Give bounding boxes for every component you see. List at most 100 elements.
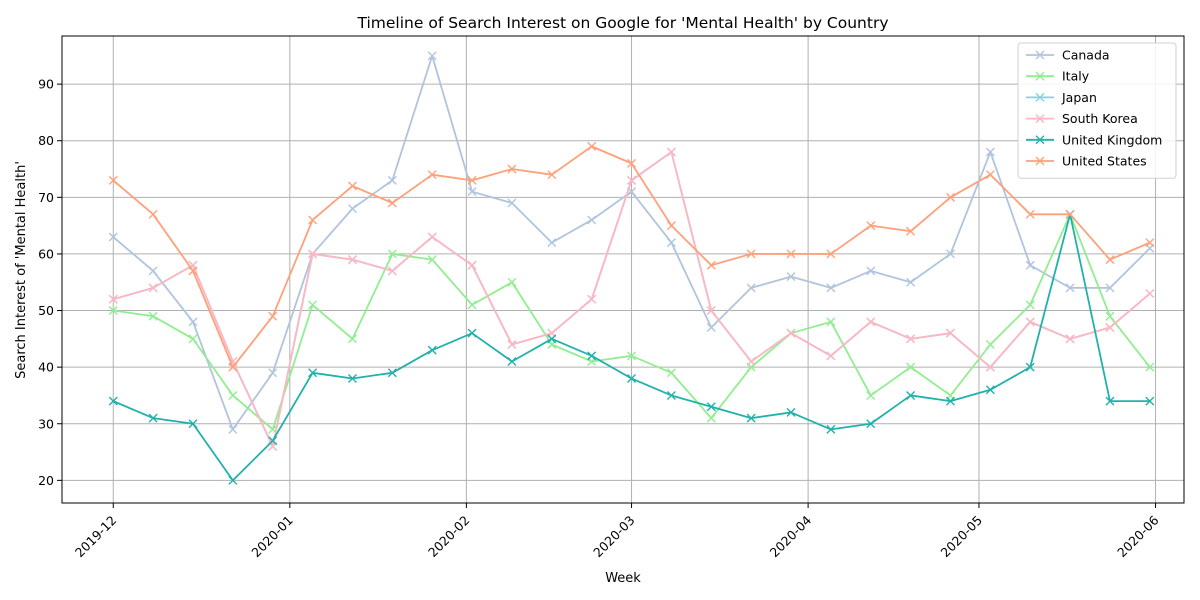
data-point-italy xyxy=(427,255,437,265)
legend-label-italy: Italy xyxy=(1062,69,1090,84)
data-point-united-kingdom xyxy=(1025,362,1035,372)
data-point-united-kingdom xyxy=(308,368,318,378)
x-axis-label: Week xyxy=(605,571,641,586)
data-point-south-korea xyxy=(427,232,437,242)
data-point-united-states xyxy=(786,249,796,259)
data-point-united-states xyxy=(387,198,397,208)
data-point-italy xyxy=(228,390,238,400)
data-point-canada xyxy=(945,249,955,259)
data-point-united-states xyxy=(866,221,876,231)
y-tick-label: 60 xyxy=(38,246,54,261)
data-point-canada xyxy=(228,424,238,434)
data-point-united-states xyxy=(906,226,916,236)
plot-area-frame xyxy=(61,35,1185,504)
y-tick-label: 90 xyxy=(38,77,54,92)
data-point-united-states xyxy=(945,192,955,202)
data-point-united-states xyxy=(268,311,278,321)
data-point-italy xyxy=(1025,300,1035,310)
y-tick-label: 20 xyxy=(38,473,54,488)
legend-item-south-korea: South Korea xyxy=(1026,111,1138,126)
y-axis-label: Search Interest of 'Mental Health' xyxy=(14,161,29,379)
data-point-canada xyxy=(268,368,278,378)
data-point-canada xyxy=(148,266,158,276)
data-point-united-states xyxy=(826,249,836,259)
legend-marker-italy xyxy=(1035,71,1045,81)
data-point-italy xyxy=(308,300,318,310)
data-point-italy xyxy=(826,317,836,327)
y-tick-label: 80 xyxy=(38,133,54,148)
data-point-south-korea xyxy=(906,334,916,344)
legend-label-canada: Canada xyxy=(1062,48,1110,63)
data-point-canada xyxy=(1065,283,1075,293)
data-point-south-korea xyxy=(666,147,676,157)
data-point-united-states xyxy=(1065,209,1075,219)
series-south-korea xyxy=(108,147,1155,451)
legend-marker-united-kingdom xyxy=(1035,135,1045,145)
data-point-italy xyxy=(1105,311,1115,321)
data-point-united-kingdom xyxy=(1145,396,1155,406)
data-point-united-states xyxy=(228,362,238,372)
data-point-united-states xyxy=(547,170,557,180)
y-tick-label: 70 xyxy=(38,190,54,205)
data-point-united-kingdom xyxy=(507,356,517,366)
data-point-united-kingdom xyxy=(706,402,716,412)
data-point-south-korea xyxy=(1025,317,1035,327)
data-point-canada xyxy=(985,147,995,157)
series-layer xyxy=(108,51,1155,485)
data-point-south-korea xyxy=(347,255,357,265)
data-point-canada xyxy=(1105,283,1115,293)
data-point-italy xyxy=(387,249,397,259)
data-point-united-kingdom xyxy=(387,368,397,378)
data-point-italy xyxy=(188,334,198,344)
legend-item-canada: Canada xyxy=(1026,48,1110,63)
data-point-united-states xyxy=(467,175,477,185)
data-point-italy xyxy=(148,311,158,321)
data-point-canada xyxy=(547,238,557,248)
data-point-south-korea xyxy=(507,340,517,349)
data-point-united-states xyxy=(148,209,158,219)
data-point-canada xyxy=(1025,260,1035,270)
data-point-united-kingdom xyxy=(866,419,876,429)
series-united-states xyxy=(108,141,1155,372)
data-point-italy xyxy=(108,306,118,316)
data-point-canada xyxy=(507,198,517,208)
data-point-united-kingdom xyxy=(906,390,916,400)
data-point-canada xyxy=(866,266,876,276)
data-point-united-kingdom xyxy=(268,436,278,446)
data-point-south-korea xyxy=(1145,289,1155,299)
data-point-italy xyxy=(507,277,517,287)
data-point-united-states xyxy=(308,215,318,225)
data-point-united-kingdom xyxy=(467,328,477,338)
data-point-united-kingdom xyxy=(826,424,836,434)
data-point-united-states xyxy=(507,164,517,174)
data-point-south-korea xyxy=(985,362,995,372)
data-point-canada xyxy=(188,317,198,327)
data-point-italy xyxy=(1145,362,1155,372)
y-tick-label: 30 xyxy=(38,416,54,431)
data-point-south-korea xyxy=(706,306,716,316)
data-point-united-states xyxy=(706,260,716,270)
data-point-united-states xyxy=(427,170,437,180)
data-point-united-kingdom xyxy=(587,351,597,361)
data-point-united-states xyxy=(347,181,357,191)
data-point-canada xyxy=(786,272,796,282)
data-point-united-states xyxy=(746,249,756,259)
data-point-south-korea xyxy=(786,328,796,338)
legend-frame xyxy=(1017,42,1177,179)
legend-item-united-kingdom: United Kingdom xyxy=(1026,132,1162,147)
legend-marker-canada xyxy=(1035,50,1045,60)
y-tick-label: 50 xyxy=(38,303,54,318)
data-point-south-korea xyxy=(1105,323,1115,333)
data-point-south-korea xyxy=(587,294,597,304)
data-point-united-states xyxy=(1025,209,1035,219)
data-point-canada xyxy=(427,51,437,61)
legend-item-italy: Italy xyxy=(1026,69,1090,84)
data-point-united-kingdom xyxy=(1105,396,1115,406)
data-point-italy xyxy=(347,334,357,344)
legend-marker-south-korea xyxy=(1035,114,1045,124)
data-point-italy xyxy=(666,368,676,378)
data-point-united-kingdom xyxy=(746,413,756,423)
data-point-united-states xyxy=(627,158,637,168)
series-united-kingdom xyxy=(108,209,1155,485)
